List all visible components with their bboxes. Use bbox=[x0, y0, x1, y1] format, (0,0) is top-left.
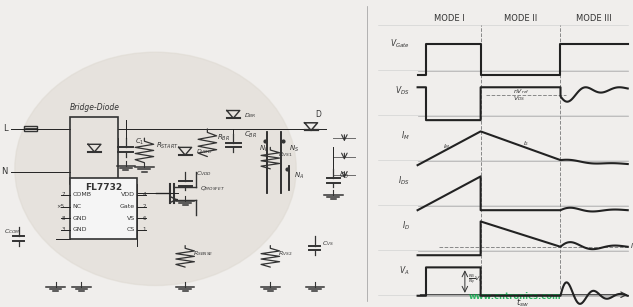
Text: $nV_{ref}$: $nV_{ref}$ bbox=[513, 87, 530, 95]
Text: www.cntronics.com: www.cntronics.com bbox=[468, 292, 561, 301]
Text: Bridge-Diode: Bridge-Diode bbox=[70, 103, 120, 112]
Text: 2: 2 bbox=[142, 204, 146, 209]
Text: $C_1$: $C_1$ bbox=[135, 137, 145, 147]
Bar bbox=[70, 178, 137, 239]
Text: GND: GND bbox=[72, 216, 87, 221]
Text: $D_{VDD}$: $D_{VDD}$ bbox=[196, 147, 213, 156]
Circle shape bbox=[15, 52, 296, 286]
Text: $D_{BR}$: $D_{BR}$ bbox=[244, 111, 257, 119]
Text: $V_{Gate}$: $V_{Gate}$ bbox=[390, 37, 410, 50]
Text: $N_S$: $N_S$ bbox=[289, 143, 299, 154]
Text: $I_M$: $I_M$ bbox=[401, 130, 410, 142]
Text: 6: 6 bbox=[142, 216, 146, 221]
Text: $R_{BR}$: $R_{BR}$ bbox=[216, 133, 230, 143]
Text: N: N bbox=[1, 167, 8, 177]
Text: $R_{VS2}$: $R_{VS2}$ bbox=[278, 249, 292, 258]
Text: $C_{COM}$: $C_{COM}$ bbox=[4, 227, 20, 236]
Text: $N_P$: $N_P$ bbox=[259, 143, 270, 154]
Text: L: L bbox=[3, 124, 8, 134]
Text: 7: 7 bbox=[61, 192, 65, 197]
Text: COMB: COMB bbox=[72, 192, 91, 197]
Text: $N_A$: $N_A$ bbox=[294, 171, 304, 181]
Text: CS: CS bbox=[127, 227, 135, 232]
Text: $C_{VDD}$: $C_{VDD}$ bbox=[196, 169, 212, 178]
Text: 1: 1 bbox=[142, 227, 146, 232]
Text: $C_O$: $C_O$ bbox=[339, 171, 349, 181]
Text: $R_{SENSE}$: $R_{SENSE}$ bbox=[192, 249, 213, 258]
Text: $V_A$: $V_A$ bbox=[399, 265, 410, 277]
Text: D: D bbox=[315, 110, 321, 119]
Text: VDD: VDD bbox=[121, 192, 135, 197]
Text: NC: NC bbox=[72, 204, 81, 209]
Text: 3: 3 bbox=[61, 227, 65, 232]
Text: 4: 4 bbox=[142, 192, 146, 197]
Text: Gate: Gate bbox=[120, 204, 135, 209]
Text: $\frac{N_S}{N_P}V_i$: $\frac{N_S}{N_P}V_i$ bbox=[468, 273, 481, 286]
Text: $I_D$: $I_D$ bbox=[401, 220, 410, 232]
Text: MODE I: MODE I bbox=[434, 14, 465, 23]
Text: $R_{VS1}$: $R_{VS1}$ bbox=[278, 150, 292, 159]
Text: $V_{DS}$: $V_{DS}$ bbox=[395, 85, 410, 97]
Text: $I_{M}$: $I_{M}$ bbox=[443, 142, 450, 151]
Text: $I_{DS}$: $I_{DS}$ bbox=[398, 175, 410, 187]
Text: MODE II: MODE II bbox=[504, 14, 537, 23]
Text: $I_2$: $I_2$ bbox=[523, 139, 529, 148]
Text: MODE III: MODE III bbox=[576, 14, 612, 23]
Text: ×5: ×5 bbox=[57, 204, 65, 209]
Text: $I_O$: $I_O$ bbox=[630, 242, 633, 252]
Bar bbox=[70, 117, 118, 184]
Text: $C_{VS}$: $C_{VS}$ bbox=[322, 239, 334, 248]
Bar bbox=[24, 126, 37, 131]
Text: 8: 8 bbox=[61, 216, 65, 221]
Text: FL7732: FL7732 bbox=[85, 183, 122, 192]
Text: $C_{BR}$: $C_{BR}$ bbox=[244, 130, 258, 140]
Text: VS: VS bbox=[127, 216, 135, 221]
Text: GND: GND bbox=[72, 227, 87, 232]
Text: $V_{DS}$: $V_{DS}$ bbox=[513, 94, 525, 103]
Text: $R_{START}$: $R_{START}$ bbox=[156, 140, 179, 150]
Text: $Q_{MOSFET}$: $Q_{MOSFET}$ bbox=[200, 185, 225, 193]
Text: $t_{sw}$: $t_{sw}$ bbox=[516, 296, 529, 307]
